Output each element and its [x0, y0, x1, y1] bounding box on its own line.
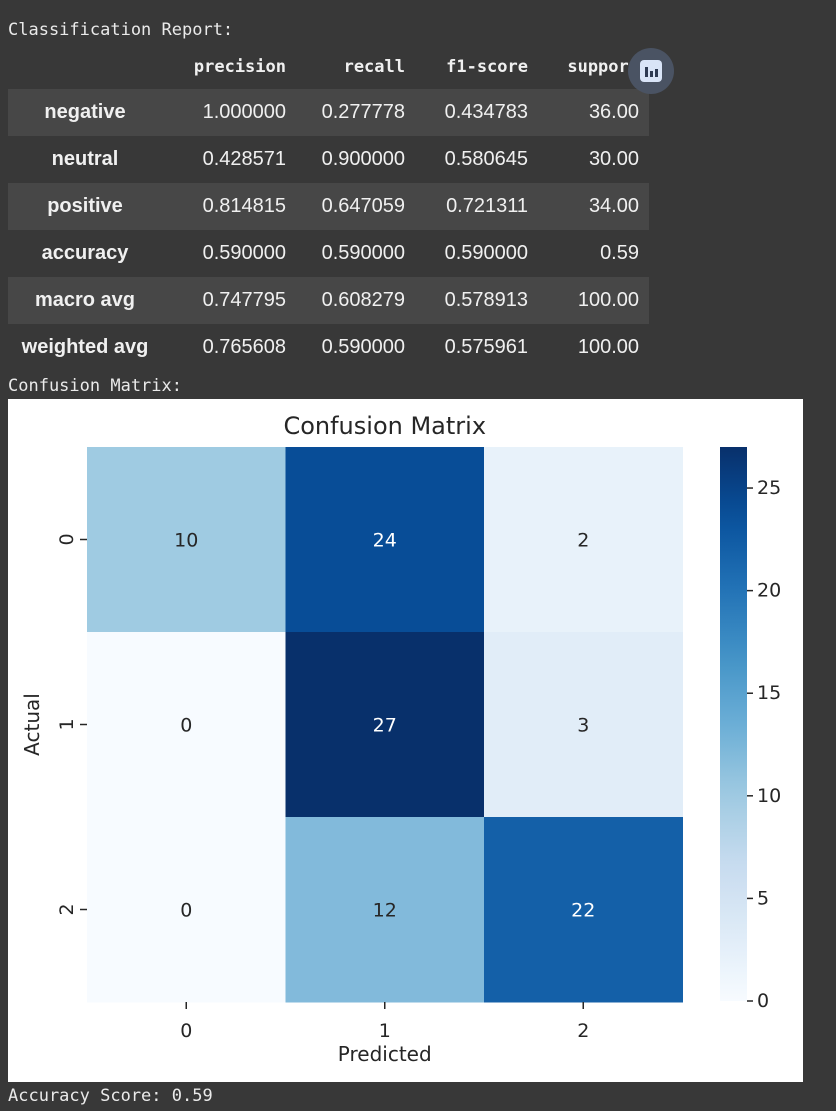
- table-row: weighted avg 0.765608 0.590000 0.575961 …: [8, 324, 649, 371]
- cell-value: 0.580645: [444, 148, 528, 170]
- cell-value: 36.00: [538, 89, 649, 136]
- cell-annotation: 22: [571, 900, 595, 922]
- row-label: positive: [8, 183, 162, 230]
- table-row: macro avg 0.747795 0.608279 0.578913 100…: [8, 277, 649, 324]
- cell-value: 30.00: [588, 148, 639, 170]
- heatmap-cell: [87, 447, 286, 633]
- x-tick-label: 2: [577, 1020, 589, 1042]
- colorbar-tick-label: 25: [757, 477, 781, 499]
- cell-value: 34.00: [538, 183, 649, 230]
- chart-title: Confusion Matrix: [283, 412, 486, 440]
- table-row: positive 0.814815 0.647059 0.721311 34.0…: [8, 183, 649, 230]
- colorbar: [720, 447, 747, 1001]
- classification-report-table: precision recall f1-score support negati…: [8, 44, 649, 371]
- cell-annotation: 2: [577, 530, 589, 552]
- cell-annotation: 0: [180, 900, 192, 922]
- cell-value: 0.647059: [296, 183, 415, 230]
- cell-value: 0.277778: [296, 89, 415, 136]
- cell-value: 0.590000: [321, 242, 405, 264]
- table-row: negative 1.000000 0.277778 0.434783 36.0…: [8, 89, 649, 136]
- colorbar-tick-label: 10: [757, 785, 781, 807]
- confusion-matrix-label: Confusion Matrix:: [8, 376, 182, 396]
- row-label: macro avg: [8, 277, 162, 324]
- cell-value: 0.575961: [444, 336, 528, 358]
- row-label: negative: [8, 89, 162, 136]
- report-header-row: precision recall f1-score support: [8, 44, 649, 89]
- suggest-chart-button[interactable]: [628, 48, 674, 94]
- cell-annotation: 3: [577, 715, 589, 737]
- cell-annotation: 10: [174, 530, 198, 552]
- colorbar-tick-label: 0: [757, 990, 769, 1012]
- cell-value: 100.00: [577, 336, 639, 358]
- row-label: neutral: [51, 148, 119, 170]
- cell-value: 0.590000: [202, 242, 286, 264]
- colorbar-tick-label: 20: [757, 580, 781, 602]
- cell-value: 0.765608: [202, 336, 286, 358]
- cell-annotation: 24: [373, 530, 397, 552]
- heatmap-cell: [484, 447, 683, 633]
- row-label: weighted avg: [21, 336, 149, 358]
- cell-annotation: 0: [180, 715, 192, 737]
- bar-chart-icon: [640, 60, 662, 82]
- cell-value: 0.578913: [415, 277, 538, 324]
- cell-value: 100.00: [538, 277, 649, 324]
- row-label: accuracy: [41, 242, 129, 264]
- cell-value: 0.590000: [444, 242, 528, 264]
- heatmap-cell: [285, 817, 485, 1003]
- colorbar-tick-label: 15: [757, 682, 781, 704]
- table-row: accuracy 0.590000 0.590000 0.590000 0.59: [8, 230, 649, 277]
- cell-value: 0.428571: [202, 148, 286, 170]
- heatmap-cell: [87, 632, 286, 818]
- report-col-recall: recall: [343, 56, 405, 77]
- cell-value: 0.900000: [321, 148, 405, 170]
- colorbar-tick-label: 5: [757, 887, 769, 909]
- heatmap-cell: [484, 632, 683, 818]
- cell-annotation: 27: [373, 715, 397, 737]
- cell-value: 1.000000: [162, 89, 296, 136]
- x-tick-label: 1: [379, 1020, 391, 1042]
- confusion-matrix-figure: Confusion Matrix 10 24 2 0 27 3 0 12 22 0 1 2 Predict…: [8, 399, 803, 1082]
- heatmap-cell: [285, 632, 485, 818]
- cell-value: 0.814815: [162, 183, 296, 230]
- report-col-precision: precision: [193, 56, 286, 77]
- x-tick-label: 0: [180, 1020, 192, 1042]
- report-col-support: support: [567, 56, 639, 77]
- cell-value: 0.434783: [415, 89, 538, 136]
- cell-value: 0.608279: [296, 277, 415, 324]
- accuracy-score-label: Accuracy Score: 0.59: [8, 1086, 213, 1106]
- cell-value: 0.721311: [415, 183, 538, 230]
- cell-value: 0.747795: [162, 277, 296, 324]
- report-corner-header: [8, 44, 162, 89]
- y-tick-label: 2: [56, 903, 78, 915]
- table-row: neutral 0.428571 0.900000 0.580645 30.00: [8, 136, 649, 183]
- cell-annotation: 12: [373, 900, 397, 922]
- x-axis-label: Predicted: [338, 1042, 432, 1066]
- heatmap-cell: [285, 447, 485, 633]
- y-tick-label: 0: [56, 533, 78, 545]
- cell-value: 0.590000: [321, 336, 405, 358]
- y-tick-label: 1: [56, 718, 78, 730]
- heatmap-cell: [87, 817, 286, 1003]
- report-label: Classification Report:: [8, 20, 234, 40]
- heatmap-cell: [484, 817, 683, 1003]
- report-col-f1-score: f1-score: [446, 56, 528, 77]
- cell-value: 0.59: [600, 242, 639, 264]
- y-axis-label: Actual: [20, 693, 44, 756]
